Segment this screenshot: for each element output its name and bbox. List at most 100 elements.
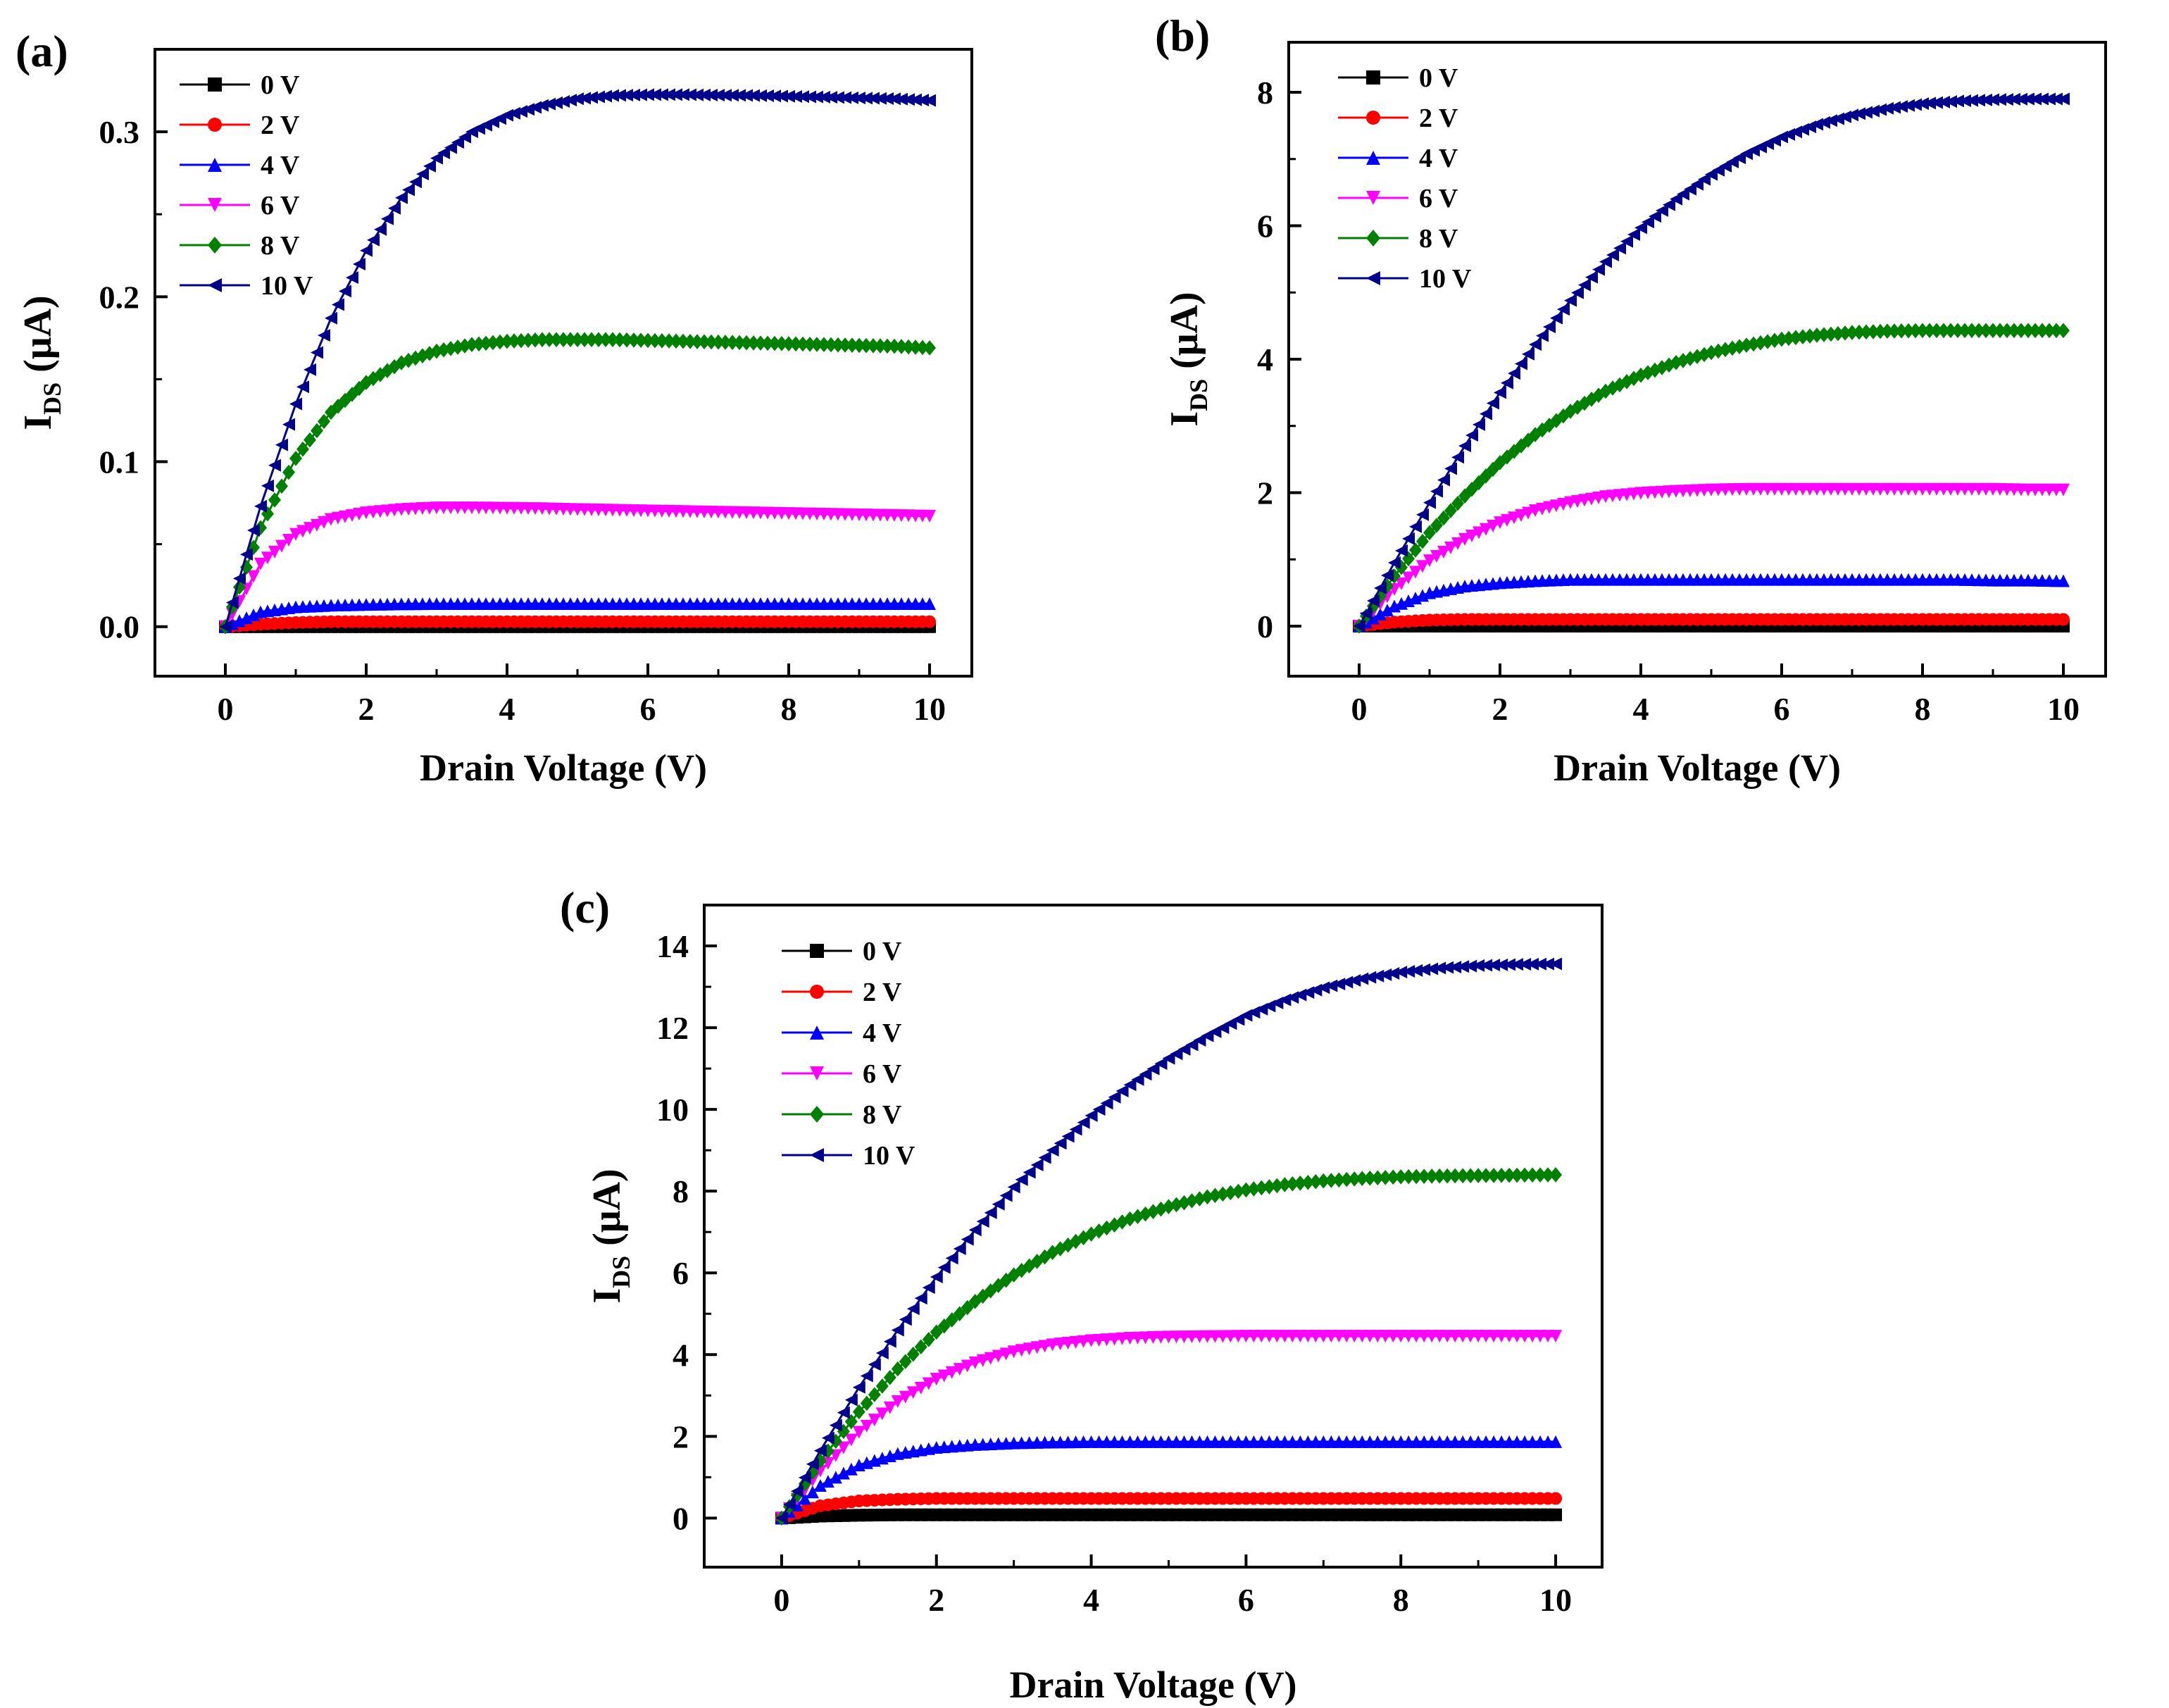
data-point	[844, 1393, 858, 1407]
data-point	[339, 285, 351, 298]
data-point	[754, 335, 767, 351]
data-point	[740, 89, 753, 102]
data-point	[992, 1349, 1005, 1363]
data-point	[1425, 1168, 1439, 1184]
data-point	[261, 479, 274, 492]
data-point	[733, 335, 746, 351]
data-point	[923, 615, 936, 628]
data-point	[458, 130, 471, 144]
data-point	[860, 1395, 873, 1411]
data-point	[1627, 228, 1640, 242]
data-point	[768, 335, 781, 351]
data-point	[1239, 1182, 1253, 1198]
data-point	[829, 1471, 842, 1484]
data-point	[1677, 187, 1689, 201]
data-point	[2057, 92, 2070, 106]
legend-label: 10 V	[863, 1141, 915, 1171]
y-tick-label: 6	[673, 1255, 689, 1291]
series-2v	[775, 1492, 1563, 1525]
data-point	[2001, 323, 2013, 339]
data-point	[2043, 92, 2056, 106]
data-point	[1526, 957, 1539, 971]
data-point	[1437, 473, 1450, 487]
data-point	[775, 1511, 788, 1525]
data-point	[1416, 533, 1429, 549]
data-point	[649, 88, 661, 101]
data-point	[1656, 204, 1668, 217]
data-point	[867, 338, 880, 354]
data-point	[1348, 973, 1361, 987]
data-point	[557, 332, 570, 348]
data-point	[1309, 1173, 1323, 1190]
data-point	[1613, 242, 1626, 255]
data-point	[1418, 1168, 1431, 1184]
data-point	[754, 89, 767, 102]
legend-marker	[1366, 70, 1380, 85]
data-point	[1980, 93, 1992, 106]
data-point	[1691, 349, 1704, 365]
data-point	[1832, 112, 1844, 125]
data-point	[930, 1373, 943, 1386]
data-point	[1208, 1188, 1222, 1204]
data-point	[606, 89, 619, 102]
data-point	[922, 1377, 935, 1390]
data-point	[1084, 1334, 1098, 1347]
data-point	[642, 332, 654, 349]
data-point	[508, 333, 520, 349]
data-point	[844, 1462, 858, 1476]
data-point	[663, 333, 675, 349]
data-point	[1441, 961, 1454, 974]
data-point	[550, 332, 563, 348]
data-point	[1473, 526, 1485, 540]
data-point	[1054, 1137, 1067, 1150]
data-point	[1853, 107, 1865, 120]
data-point	[1423, 496, 1436, 509]
data-point	[1663, 357, 1675, 373]
data-point	[304, 432, 316, 448]
data-point	[818, 337, 830, 353]
data-point	[1980, 323, 1992, 339]
data-point	[868, 1358, 881, 1371]
data-point	[1247, 1181, 1261, 1197]
data-point	[1874, 103, 1887, 116]
data-point	[2057, 483, 2070, 497]
data-point	[494, 334, 506, 350]
data-point	[902, 339, 915, 355]
data-point	[1846, 108, 1858, 122]
data-point	[789, 336, 802, 352]
data-point	[798, 1476, 811, 1492]
legend-item: 6 V	[1338, 184, 1458, 213]
data-point	[395, 191, 408, 204]
data-point	[1325, 1173, 1338, 1188]
data-point	[1867, 324, 1880, 339]
data-point	[906, 1302, 920, 1316]
data-point	[2008, 92, 2020, 106]
data-point	[304, 522, 316, 535]
data-point	[1825, 114, 1837, 127]
x-tick-label: 2	[358, 691, 375, 727]
data-point	[1937, 323, 1950, 339]
data-point	[1201, 1189, 1214, 1205]
data-point	[906, 1386, 920, 1400]
data-point	[1549, 957, 1563, 971]
data-point	[1487, 1168, 1501, 1183]
data-point	[487, 335, 499, 351]
data-point	[2029, 323, 2042, 339]
legend-label: 6 V	[863, 1059, 902, 1089]
data-point	[1146, 1062, 1160, 1076]
data-point	[1332, 978, 1346, 991]
data-point	[705, 334, 718, 350]
data-point	[374, 367, 387, 382]
chart-panel-b: 0 2 4 6 8 10 0 2 4 6 8 Drain Voltage (V) IDS (μA) (b)…	[1155, 11, 2107, 789]
data-point	[899, 1390, 912, 1404]
data-point	[416, 168, 429, 181]
data-point	[999, 1189, 1013, 1202]
data-point	[747, 335, 760, 351]
data-point	[656, 88, 668, 101]
data-point	[825, 91, 837, 104]
data-point	[1951, 323, 1964, 339]
data-point	[684, 333, 696, 349]
data-point	[726, 89, 739, 102]
data-point	[881, 92, 894, 106]
data-point	[1508, 367, 1520, 380]
